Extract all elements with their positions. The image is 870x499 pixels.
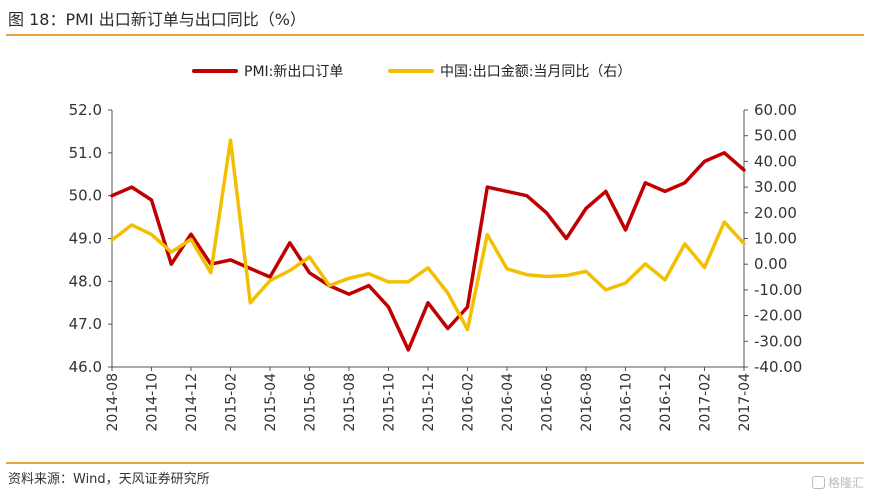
legend-swatch-export xyxy=(388,69,434,73)
right-tick-label: 50.00 xyxy=(754,127,797,145)
legend-label-export: 中国:出口金额:当月同比（右） xyxy=(440,64,632,80)
x-tick-label: 2015-04 xyxy=(263,373,279,432)
x-tick-label: 2016-04 xyxy=(500,373,516,432)
x-tick-label: 2014-12 xyxy=(184,373,200,432)
series-line-pmi-new-export-orders xyxy=(110,151,746,352)
x-tick-label: 2016-02 xyxy=(461,373,477,432)
legend-label-pmi: PMI:新出口订单 xyxy=(244,64,344,80)
x-tick-label: 2017-04 xyxy=(737,373,753,432)
right-tick-label: 30.00 xyxy=(754,178,797,196)
right-tick-label: -20.00 xyxy=(754,307,802,325)
chart-legend: PMI:新出口订单 中国:出口金额:当月同比（右） xyxy=(0,61,870,85)
right-tick-label: 0.00 xyxy=(754,255,787,273)
left-tick-label: 48.0 xyxy=(69,272,102,290)
source-note: 资料来源：Wind，天风证券研究所 xyxy=(8,472,210,487)
right-tick-label: -10.00 xyxy=(754,281,802,299)
left-tick-label: 51.0 xyxy=(69,144,102,162)
x-tick-label: 2015-08 xyxy=(342,373,358,432)
left-tick-label: 50.0 xyxy=(69,187,102,205)
x-tick-label: 2015-02 xyxy=(224,373,240,432)
x-tick-label: 2016-08 xyxy=(579,373,595,432)
x-tick-label: 2015-12 xyxy=(421,373,437,432)
watermark-text: 格隆汇 xyxy=(827,476,864,490)
x-tick-label: 2016-12 xyxy=(658,373,674,432)
left-tick-label: 52.0 xyxy=(69,101,102,119)
chart-title: 图 18：PMI 出口新订单与出口同比（%） xyxy=(8,10,306,29)
line-chart: 46.0 47.0 48.0 49.0 50.0 51.0 52.0 -40.00 -30.00… xyxy=(69,101,803,432)
x-tick-label: 2014-10 xyxy=(145,373,161,432)
right-tick-label: 10.00 xyxy=(754,230,797,248)
right-tick-label: 20.00 xyxy=(754,204,797,222)
right-tick-label: 40.00 xyxy=(754,152,797,170)
footer-divider xyxy=(6,462,864,464)
right-tick-label: 60.00 xyxy=(754,101,797,119)
left-tick-label: 47.0 xyxy=(69,315,102,333)
legend-swatch-pmi xyxy=(192,69,238,73)
x-tick-label: 2016-06 xyxy=(540,373,556,432)
watermark-logo-icon xyxy=(811,476,825,489)
legend-item-export: 中国:出口金额:当月同比（右） xyxy=(388,61,631,81)
legend-item-pmi: PMI:新出口订单 xyxy=(192,61,343,81)
watermark: 格隆汇 xyxy=(811,474,864,491)
left-tick-label: 46.0 xyxy=(69,358,102,376)
title-divider xyxy=(6,34,864,36)
x-tick-label: 2015-10 xyxy=(382,373,398,432)
x-tick-label: 2016-10 xyxy=(619,373,635,432)
x-tick-label: 2017-02 xyxy=(698,373,714,432)
series-line-export-yoy xyxy=(110,138,746,332)
right-tick-label: -40.00 xyxy=(754,358,802,376)
left-tick-label: 49.0 xyxy=(69,230,102,248)
right-tick-label: -30.00 xyxy=(754,332,802,350)
x-tick-label: 2015-06 xyxy=(303,373,319,432)
x-tick-label: 2014-08 xyxy=(105,373,121,432)
